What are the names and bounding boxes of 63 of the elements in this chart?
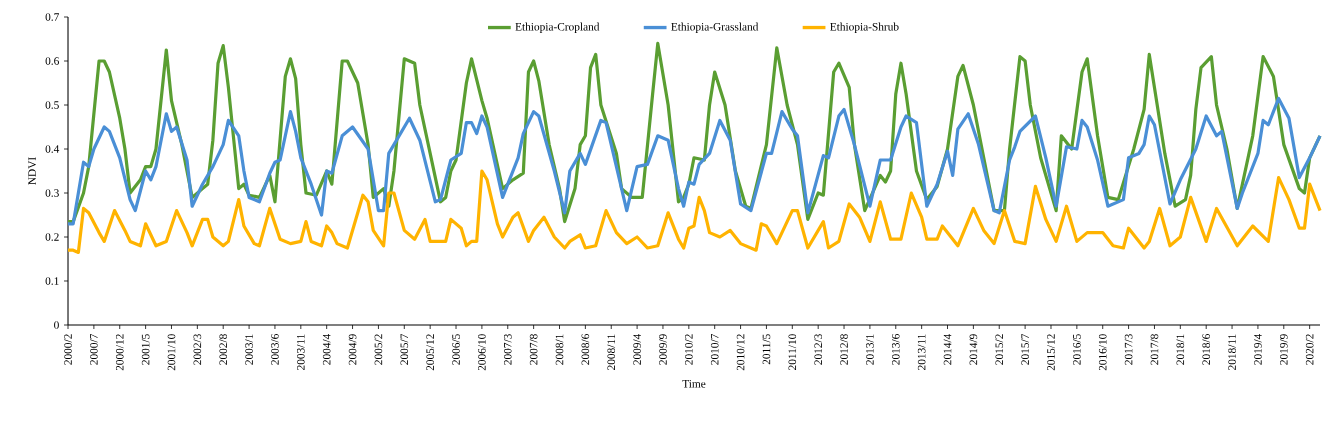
x-tick-label: 2010/12 bbox=[736, 334, 745, 371]
legend-label: Ethiopia-Grassland bbox=[671, 22, 759, 33]
x-tick-label: 2015/7 bbox=[1021, 334, 1029, 365]
line-series bbox=[66, 169, 1322, 254]
x-tick-label: 2012/3 bbox=[814, 334, 822, 365]
x-tick-label: 2004/4 bbox=[322, 333, 331, 365]
x-tick-label: 2007/8 bbox=[529, 334, 538, 365]
x-tick-label: 2013/1 bbox=[866, 334, 874, 365]
x-tick-label: 2013/11 bbox=[917, 334, 926, 370]
x-tick-label: 2017/3 bbox=[1124, 334, 1133, 365]
x-tick-label: 2009/4 bbox=[633, 333, 641, 365]
x-axis-title: Time bbox=[682, 380, 706, 388]
x-tick-label: 2016/5 bbox=[1073, 334, 1081, 365]
x-tick-label: 2019/9 bbox=[1279, 334, 1288, 365]
y-tick-label: 0.1 bbox=[45, 277, 59, 285]
x-tick-label: 2006/10 bbox=[478, 334, 486, 371]
y-tick-label: 0.5 bbox=[45, 101, 59, 109]
x-tick-label: 2010/2 bbox=[685, 334, 693, 365]
x-tick-label: 2001/10 bbox=[167, 334, 176, 371]
x-tick-label: 2018/1 bbox=[1176, 334, 1185, 365]
x-tick-label: 2007/3 bbox=[503, 334, 512, 365]
y-axis-title: NDVI bbox=[28, 157, 36, 185]
x-tick-label: 2014/9 bbox=[969, 334, 978, 365]
y-tick-label: 0 bbox=[54, 321, 59, 329]
x-tick-label: 2002/8 bbox=[219, 334, 228, 365]
x-tick-label: 2006/5 bbox=[452, 334, 460, 365]
x-tick-label: 2008/11 bbox=[607, 334, 616, 370]
x-tick-label: 2003/11 bbox=[297, 334, 305, 370]
y-tick-label: 0.7 bbox=[45, 13, 59, 21]
y-tick-label: 0.6 bbox=[45, 57, 59, 65]
x-tick-label: 2020/2 bbox=[1305, 334, 1314, 365]
x-tick-label: 2001/5 bbox=[141, 334, 150, 365]
x-tick-label: 2004/9 bbox=[348, 334, 357, 365]
y-tick-label: 0.4 bbox=[45, 145, 60, 153]
x-tick-label: 2005/2 bbox=[374, 334, 383, 365]
x-tick-label: 2000/7 bbox=[90, 334, 98, 365]
x-tick-label: 2008/1 bbox=[555, 334, 564, 365]
x-tick-label: 2010/7 bbox=[710, 334, 719, 365]
x-tick-label: 2017/8 bbox=[1150, 334, 1159, 365]
x-tick-label: 2000/12 bbox=[115, 334, 124, 371]
legend-label: Ethiopia-Shrub bbox=[830, 22, 899, 33]
x-tick-label: 2005/7 bbox=[400, 334, 409, 365]
y-tick-label: 0.3 bbox=[45, 189, 59, 197]
x-tick-label: 2014/4 bbox=[943, 333, 952, 365]
x-tick-label: 2015/12 bbox=[1047, 334, 1055, 371]
x-tick-label: 2000/2 bbox=[64, 334, 72, 365]
x-tick-label: 2009/9 bbox=[659, 334, 667, 365]
x-tick-label: 2005/12 bbox=[426, 334, 434, 371]
x-tick-label: 2016/10 bbox=[1098, 334, 1107, 371]
legend-label: Ethiopia-Cropland bbox=[515, 22, 600, 33]
x-tick-label: 2008/6 bbox=[581, 334, 590, 365]
x-tick-label: 2003/1 bbox=[245, 334, 253, 365]
x-tick-label: 2013/6 bbox=[891, 334, 900, 365]
x-tick-label: 2003/6 bbox=[271, 334, 279, 365]
x-tick-label: 2015/2 bbox=[995, 334, 1004, 365]
x-tick-label: 2011/10 bbox=[788, 334, 797, 370]
x-tick-label: 2011/5 bbox=[762, 334, 771, 365]
y-tick-label: 0.2 bbox=[45, 233, 59, 241]
x-tick-label: 2019/4 bbox=[1254, 333, 1262, 365]
x-tick-label: 2018/6 bbox=[1202, 334, 1211, 365]
x-tick-label: 2018/11 bbox=[1228, 334, 1236, 370]
x-tick-label: 2012/8 bbox=[840, 334, 848, 365]
x-tick-label: 2002/3 bbox=[193, 334, 202, 365]
